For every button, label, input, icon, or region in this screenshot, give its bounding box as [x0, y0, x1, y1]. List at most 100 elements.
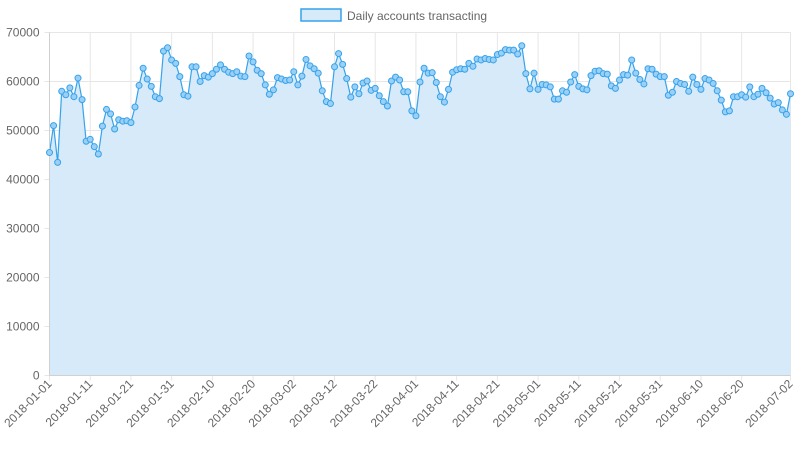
data-point[interactable]: [489, 56, 497, 64]
data-point[interactable]: [143, 75, 151, 83]
data-point[interactable]: [717, 96, 725, 104]
data-point[interactable]: [697, 85, 705, 93]
data-point[interactable]: [636, 76, 644, 84]
legend[interactable]: Daily accounts transacting: [300, 8, 487, 23]
data-point[interactable]: [685, 87, 693, 95]
data-point[interactable]: [241, 73, 249, 81]
data-point[interactable]: [787, 90, 794, 98]
data-point[interactable]: [298, 72, 306, 80]
data-point[interactable]: [351, 83, 359, 91]
data-point[interactable]: [668, 88, 676, 96]
data-point[interactable]: [567, 78, 575, 86]
data-point[interactable]: [147, 82, 155, 90]
data-point[interactable]: [94, 150, 102, 158]
data-point[interactable]: [164, 44, 172, 52]
data-point[interactable]: [233, 68, 241, 76]
data-point[interactable]: [66, 84, 74, 92]
data-point[interactable]: [660, 73, 668, 81]
data-point[interactable]: [290, 68, 298, 76]
data-point[interactable]: [432, 78, 440, 86]
data-point[interactable]: [127, 119, 135, 127]
data-point[interactable]: [624, 71, 632, 79]
data-point[interactable]: [269, 86, 277, 94]
data-point[interactable]: [265, 90, 273, 98]
data-point[interactable]: [404, 88, 412, 96]
data-point[interactable]: [302, 55, 310, 63]
data-point[interactable]: [546, 83, 554, 91]
data-point[interactable]: [331, 63, 338, 71]
legend-label[interactable]: Daily accounts transacting: [347, 9, 487, 23]
data-point[interactable]: [50, 122, 58, 130]
data-point[interactable]: [294, 81, 302, 89]
data-point[interactable]: [46, 149, 53, 157]
data-point[interactable]: [530, 69, 538, 77]
data-point[interactable]: [261, 81, 269, 89]
data-point[interactable]: [782, 110, 790, 118]
data-point[interactable]: [526, 85, 534, 93]
data-point[interactable]: [208, 70, 216, 78]
data-point[interactable]: [522, 70, 530, 78]
data-point[interactable]: [514, 50, 522, 58]
data-point[interactable]: [428, 69, 436, 77]
data-point[interactable]: [774, 99, 782, 107]
data-point[interactable]: [713, 87, 721, 95]
data-point[interactable]: [762, 89, 770, 97]
data-point[interactable]: [379, 98, 387, 106]
data-point[interactable]: [217, 61, 224, 69]
data-point[interactable]: [245, 52, 253, 60]
data-point[interactable]: [408, 107, 416, 115]
data-point[interactable]: [469, 62, 477, 70]
data-point[interactable]: [640, 80, 648, 88]
data-point[interactable]: [98, 122, 106, 130]
data-point[interactable]: [412, 112, 420, 120]
data-point[interactable]: [563, 88, 571, 96]
data-point[interactable]: [534, 85, 542, 93]
data-point[interactable]: [518, 42, 526, 50]
data-point[interactable]: [616, 76, 623, 84]
data-point[interactable]: [396, 76, 404, 84]
data-point[interactable]: [583, 86, 591, 94]
data-point[interactable]: [249, 58, 257, 66]
data-point[interactable]: [103, 105, 110, 113]
data-point[interactable]: [355, 90, 363, 98]
data-point[interactable]: [74, 74, 82, 82]
data-point[interactable]: [86, 135, 94, 143]
data-point[interactable]: [90, 143, 98, 151]
data-point[interactable]: [603, 70, 611, 78]
data-point[interactable]: [286, 76, 294, 84]
data-point[interactable]: [681, 80, 689, 88]
data-point[interactable]: [709, 79, 717, 87]
data-point[interactable]: [212, 65, 220, 73]
data-point[interactable]: [257, 70, 265, 78]
data-point[interactable]: [111, 125, 119, 133]
data-point[interactable]: [131, 103, 139, 111]
data-point[interactable]: [445, 85, 452, 93]
data-point[interactable]: [155, 95, 163, 103]
data-point[interactable]: [689, 73, 697, 81]
data-point[interactable]: [461, 65, 469, 73]
data-point[interactable]: [172, 59, 180, 67]
data-point[interactable]: [192, 63, 200, 71]
data-point[interactable]: [632, 69, 640, 77]
data-point[interactable]: [314, 69, 322, 77]
data-point[interactable]: [746, 83, 754, 91]
data-point[interactable]: [778, 106, 786, 114]
data-point[interactable]: [339, 60, 347, 68]
data-point[interactable]: [343, 75, 351, 83]
data-point[interactable]: [318, 87, 326, 95]
data-point[interactable]: [347, 93, 355, 101]
data-point[interactable]: [176, 73, 184, 81]
data-point[interactable]: [184, 92, 192, 100]
data-point[interactable]: [54, 158, 62, 166]
data-point[interactable]: [571, 71, 579, 79]
data-point[interactable]: [326, 100, 334, 108]
data-point[interactable]: [420, 64, 428, 72]
data-point[interactable]: [335, 50, 343, 58]
data-point[interactable]: [725, 107, 733, 115]
data-point[interactable]: [371, 84, 379, 92]
data-point[interactable]: [375, 92, 383, 100]
data-point[interactable]: [363, 77, 371, 85]
data-point[interactable]: [766, 94, 774, 102]
data-point[interactable]: [742, 93, 750, 101]
data-point[interactable]: [135, 81, 143, 89]
